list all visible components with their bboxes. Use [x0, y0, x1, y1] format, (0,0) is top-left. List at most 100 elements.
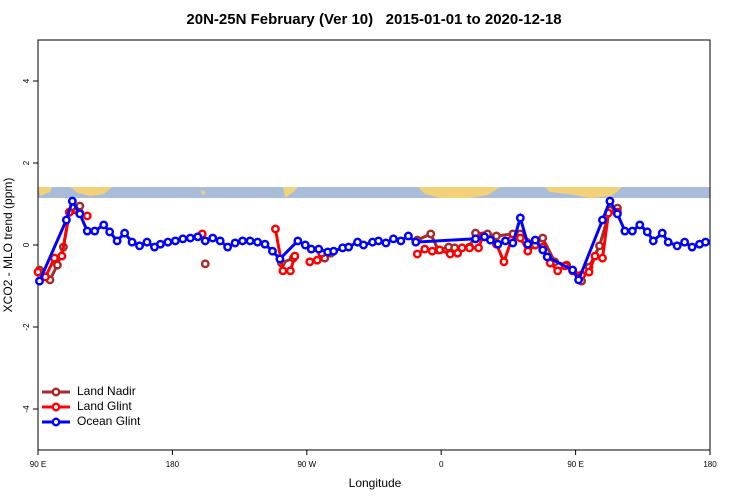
point	[474, 243, 483, 253]
point	[635, 220, 645, 230]
point	[499, 257, 509, 267]
point	[200, 236, 210, 246]
point	[135, 241, 144, 251]
point	[230, 238, 240, 248]
point	[67, 196, 77, 206]
point	[223, 242, 233, 252]
point	[127, 237, 137, 247]
point	[523, 239, 533, 249]
point	[412, 249, 422, 259]
x-tick-label: 90 E	[30, 460, 46, 469]
point	[584, 267, 594, 277]
point	[590, 251, 600, 261]
point	[245, 236, 255, 246]
point	[200, 259, 210, 269]
x-tick-label: 180	[166, 460, 180, 469]
point	[381, 238, 391, 248]
point	[648, 236, 658, 246]
legend-marker	[51, 417, 61, 427]
point	[500, 236, 510, 246]
point	[620, 226, 630, 236]
point	[457, 243, 467, 253]
point	[278, 266, 288, 276]
point	[542, 252, 552, 262]
x-tick-label: 0	[439, 460, 444, 469]
legend-marker	[51, 402, 61, 412]
x-tick-label: 90 W	[297, 460, 316, 469]
point	[215, 236, 225, 246]
x-tick-label: 90 E	[567, 460, 583, 469]
point	[163, 237, 173, 247]
point	[598, 215, 607, 225]
point	[388, 234, 398, 244]
legend-marker	[51, 387, 61, 397]
point	[396, 236, 406, 246]
point	[57, 251, 67, 261]
point	[493, 239, 503, 249]
point	[523, 246, 533, 256]
point	[701, 237, 710, 247]
point	[492, 231, 501, 241]
y-tick-label: 2	[22, 160, 31, 165]
point	[305, 257, 315, 267]
y-tick-label: -4	[22, 405, 31, 413]
point	[290, 251, 300, 261]
y-axis-label: XCO2 - MLO trend (ppm)	[1, 178, 15, 313]
point	[33, 267, 43, 277]
point	[627, 226, 637, 236]
legend-label: Ocean Glint	[77, 414, 141, 428]
point	[312, 255, 322, 265]
point	[530, 235, 540, 245]
point	[193, 232, 203, 242]
point	[178, 234, 188, 244]
point	[329, 246, 339, 256]
point	[642, 227, 652, 237]
point	[61, 215, 71, 225]
point	[574, 275, 584, 285]
point	[672, 241, 682, 251]
point	[420, 244, 430, 254]
point	[99, 220, 109, 230]
point	[300, 240, 310, 250]
point	[90, 226, 100, 236]
point	[270, 224, 280, 234]
point	[253, 237, 262, 247]
point	[52, 260, 62, 270]
point	[538, 245, 548, 255]
point	[314, 244, 324, 254]
chart-title: 20N-25N February (Ver 10) 2015-01-01 to …	[186, 11, 561, 28]
point	[553, 266, 563, 276]
point	[35, 276, 44, 286]
point	[471, 234, 480, 244]
point	[75, 209, 85, 219]
point	[142, 237, 152, 247]
point	[344, 242, 354, 252]
point	[105, 227, 115, 237]
point	[260, 239, 270, 249]
point	[374, 236, 383, 246]
point	[515, 233, 525, 243]
point	[156, 239, 165, 249]
point	[508, 238, 518, 248]
legend-label: Land Nadir	[77, 384, 136, 398]
point	[112, 236, 122, 246]
point	[185, 233, 195, 243]
point	[612, 209, 622, 219]
point	[568, 265, 578, 275]
point	[275, 254, 285, 264]
point	[427, 246, 437, 256]
point	[426, 229, 436, 239]
point	[465, 243, 475, 253]
point	[411, 237, 421, 247]
point	[208, 233, 218, 243]
point	[285, 266, 295, 276]
point	[120, 228, 130, 238]
legend-label: Land Glint	[77, 399, 132, 413]
x-tick-label: 180	[703, 460, 717, 469]
point	[515, 213, 525, 223]
point	[82, 226, 92, 236]
point	[663, 237, 673, 247]
y-tick-label: 4	[22, 78, 31, 83]
x-axis-label: Longitude	[349, 476, 402, 490]
